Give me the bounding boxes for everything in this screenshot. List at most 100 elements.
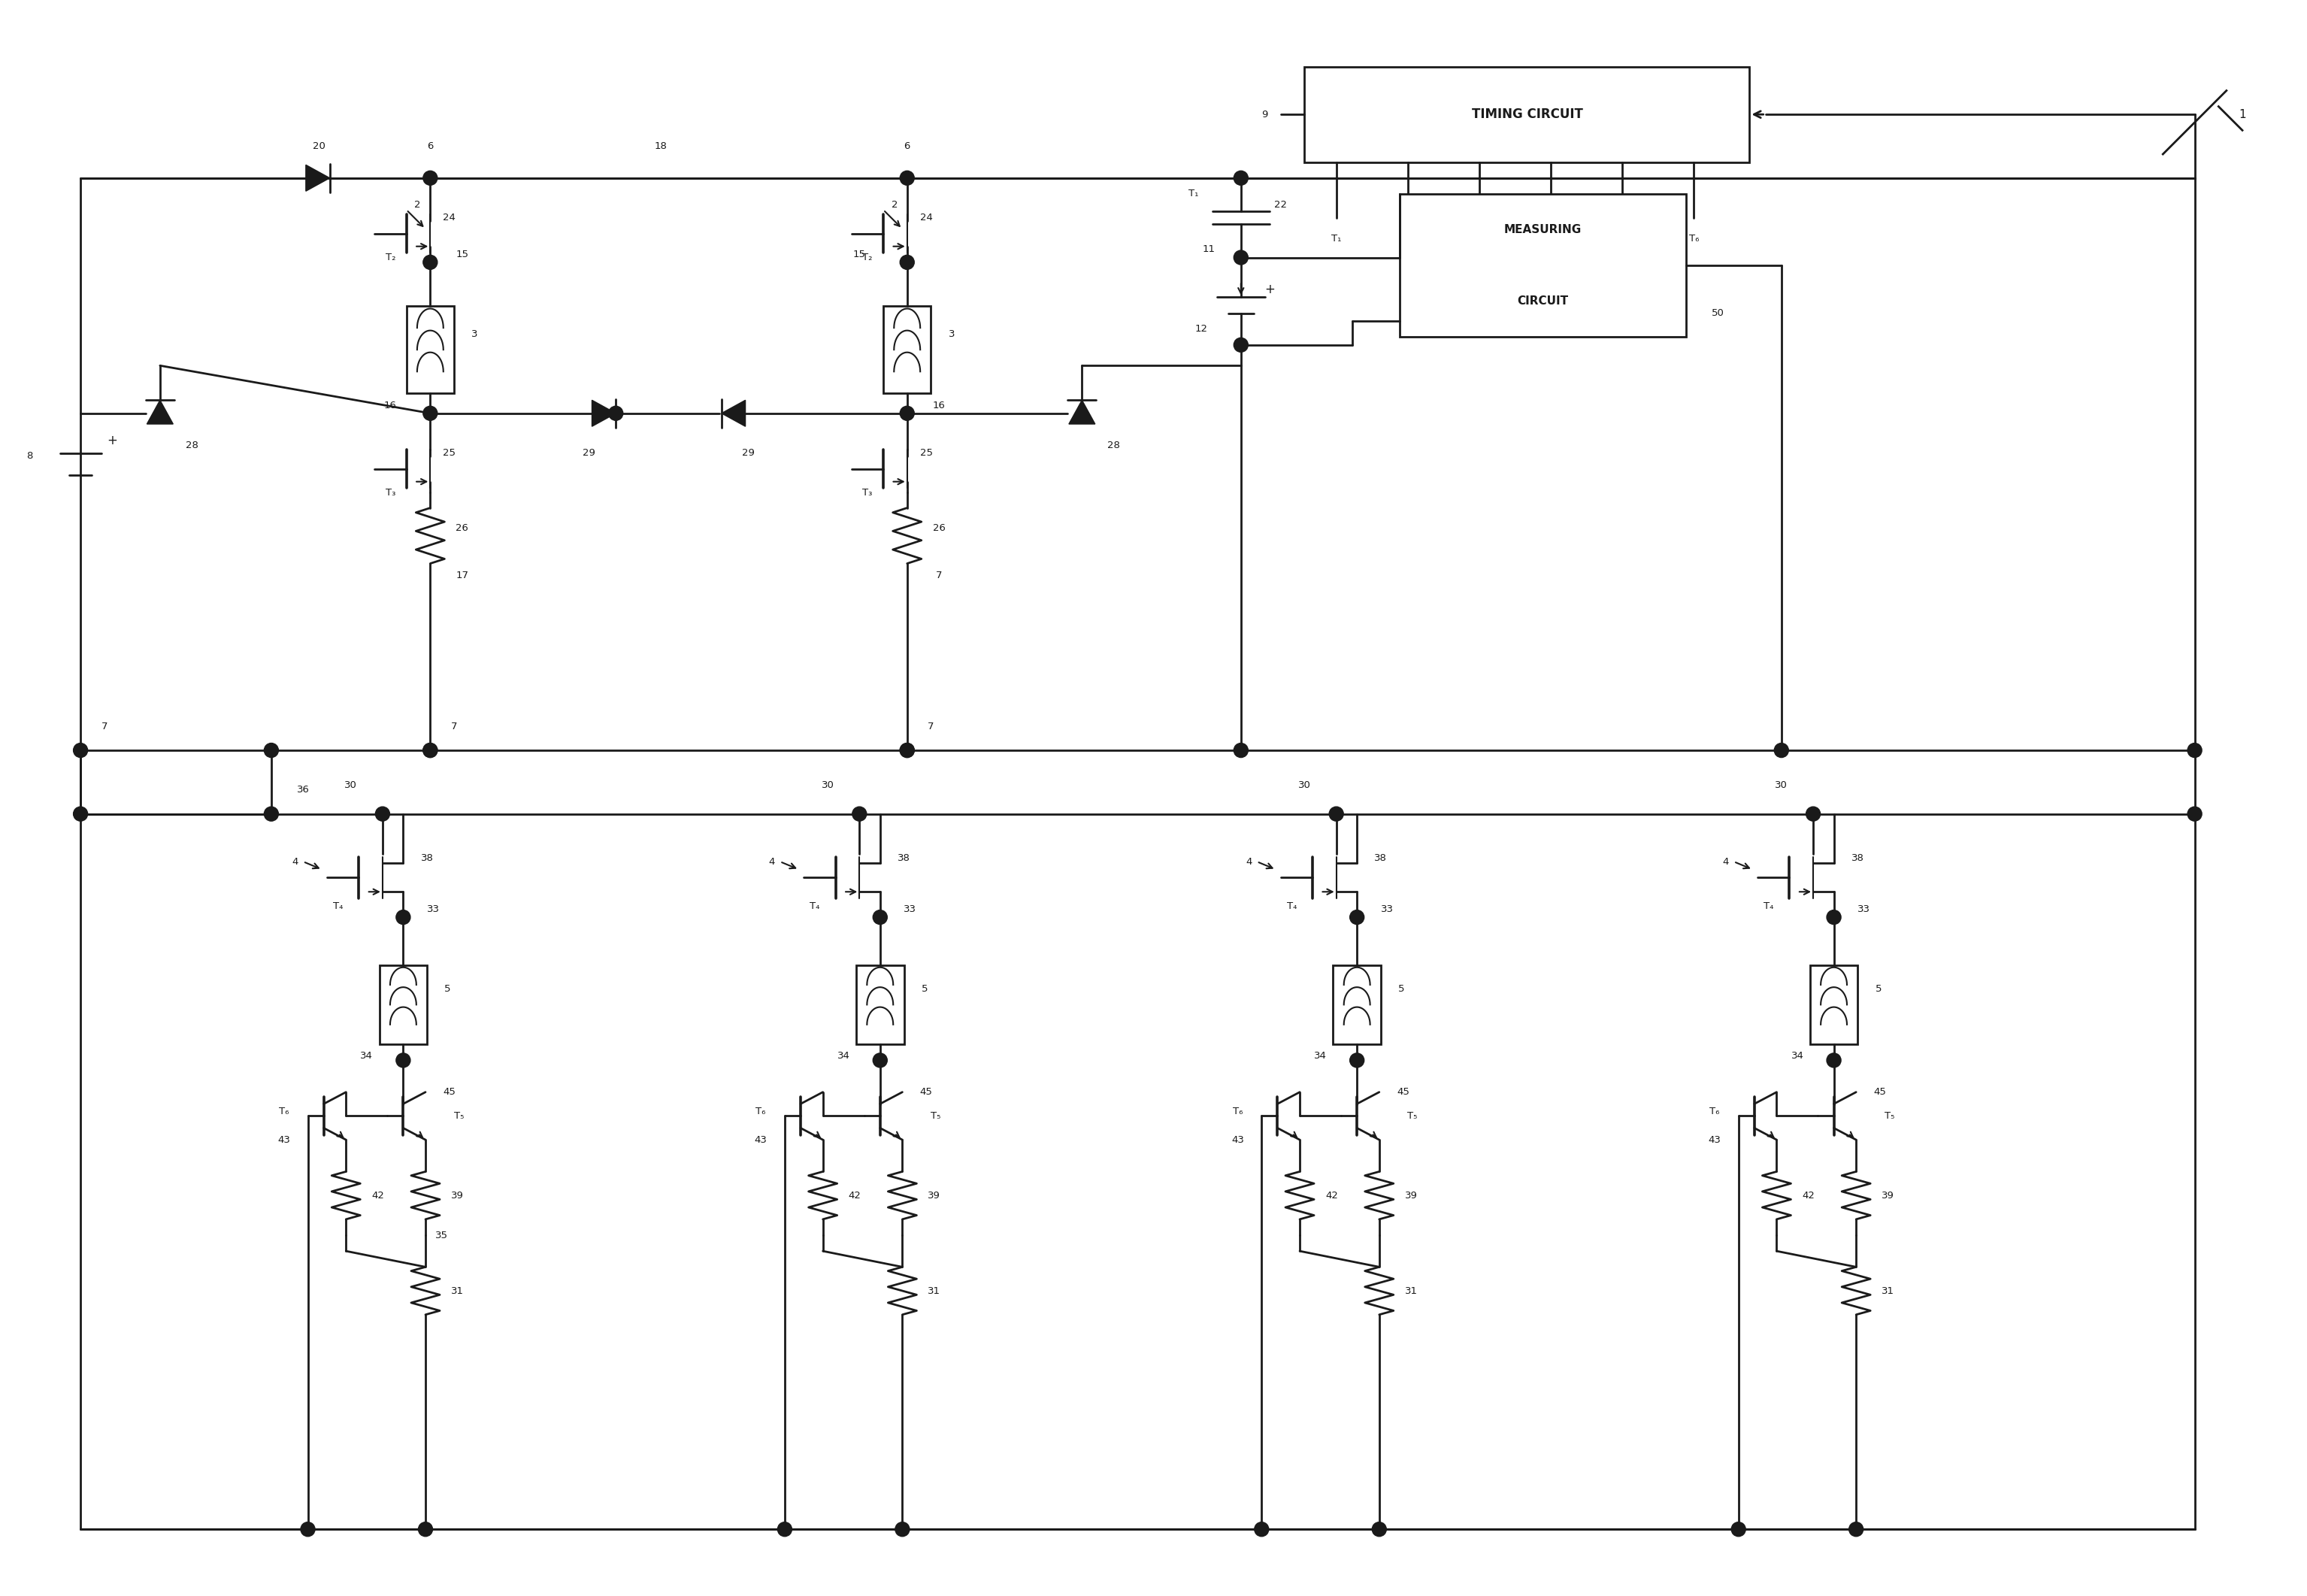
Text: 43: 43: [1707, 1135, 1721, 1144]
Bar: [856, 966, 904, 1044]
Text: 8: 8: [25, 452, 32, 461]
Circle shape: [777, 1523, 791, 1537]
Text: 26: 26: [932, 523, 946, 533]
Text: 50: 50: [1712, 308, 1723, 318]
Circle shape: [1234, 251, 1248, 265]
Text: 7: 7: [937, 570, 941, 581]
Text: 6: 6: [427, 142, 434, 152]
Text: T₃: T₃: [863, 488, 872, 498]
Circle shape: [1848, 1523, 1864, 1537]
Text: 11: 11: [1202, 244, 1216, 254]
Text: 42: 42: [849, 1191, 861, 1200]
Text: 2: 2: [891, 200, 897, 211]
Text: T₆: T₆: [757, 1106, 766, 1116]
Text: 31: 31: [1405, 1286, 1416, 1296]
Text: T₄: T₄: [810, 902, 819, 911]
Text: 26: 26: [457, 523, 468, 533]
Text: 34: 34: [1790, 1050, 1804, 1060]
Text: 17: 17: [457, 570, 468, 581]
Bar: [406, 306, 454, 394]
Text: 1: 1: [2238, 109, 2247, 120]
Circle shape: [900, 744, 914, 758]
Text: T₄: T₄: [1546, 233, 1555, 243]
Text: 45: 45: [1396, 1087, 1410, 1096]
Text: T₆: T₆: [1232, 1106, 1243, 1116]
Text: T₅: T₅: [1617, 233, 1626, 243]
Text: 5: 5: [1398, 983, 1405, 994]
Text: 38: 38: [897, 854, 911, 863]
Circle shape: [1827, 1053, 1841, 1068]
Text: 4: 4: [293, 857, 298, 867]
Polygon shape: [593, 401, 616, 426]
Text: 3: 3: [471, 329, 478, 338]
Text: 7: 7: [450, 721, 457, 731]
Text: 31: 31: [927, 1286, 941, 1296]
Circle shape: [418, 1523, 434, 1537]
Text: 15: 15: [854, 249, 865, 259]
Text: 24: 24: [443, 212, 457, 222]
Text: 42: 42: [1802, 1191, 1816, 1200]
Text: 9: 9: [1262, 110, 1269, 120]
Bar: [378, 966, 427, 1044]
Text: 22: 22: [1273, 200, 1287, 211]
Text: T₆: T₆: [1709, 1106, 1719, 1116]
Text: 45: 45: [920, 1087, 932, 1096]
Text: 15: 15: [457, 249, 468, 259]
Text: 45: 45: [443, 1087, 457, 1096]
Text: MEASURING: MEASURING: [1504, 223, 1583, 235]
Text: 4: 4: [768, 857, 775, 867]
Text: 39: 39: [927, 1191, 941, 1200]
Circle shape: [1806, 806, 1820, 820]
Circle shape: [422, 255, 438, 270]
Circle shape: [1827, 910, 1841, 924]
Circle shape: [900, 405, 914, 420]
Circle shape: [900, 171, 914, 185]
Text: 31: 31: [450, 1286, 464, 1296]
Text: TIMING CIRCUIT: TIMING CIRCUIT: [1472, 107, 1583, 121]
Circle shape: [422, 744, 438, 758]
Text: T₅: T₅: [454, 1111, 464, 1120]
Circle shape: [1350, 1053, 1363, 1068]
Text: 39: 39: [450, 1191, 464, 1200]
Text: 28: 28: [1107, 440, 1121, 450]
Text: 33: 33: [1857, 905, 1871, 915]
Text: 42: 42: [1324, 1191, 1338, 1200]
Polygon shape: [307, 164, 330, 192]
Text: 29: 29: [743, 448, 754, 458]
Circle shape: [397, 910, 411, 924]
Circle shape: [263, 744, 279, 758]
Text: +: +: [106, 434, 118, 447]
Text: 12: 12: [1195, 324, 1207, 334]
Text: 33: 33: [904, 905, 916, 915]
Circle shape: [422, 171, 438, 185]
Circle shape: [422, 744, 438, 758]
Text: 7: 7: [102, 721, 108, 731]
Text: T₁: T₁: [1331, 233, 1340, 243]
Polygon shape: [1068, 401, 1096, 425]
Text: 43: 43: [277, 1135, 291, 1144]
Text: T₁: T₁: [1188, 188, 1197, 200]
Bar: [1303, 67, 1749, 163]
Text: 18: 18: [655, 142, 667, 152]
Text: 43: 43: [754, 1135, 768, 1144]
Text: 36: 36: [298, 785, 309, 795]
Circle shape: [74, 806, 88, 820]
Circle shape: [1234, 338, 1248, 353]
Text: 2: 2: [415, 200, 420, 211]
Text: 30: 30: [1774, 780, 1788, 790]
Text: 45: 45: [1873, 1087, 1887, 1096]
Text: T₂: T₂: [385, 252, 394, 262]
Text: 31: 31: [1883, 1286, 1894, 1296]
Text: 43: 43: [1232, 1135, 1243, 1144]
Text: 38: 38: [1850, 854, 1864, 863]
Bar: [1400, 193, 1686, 337]
Circle shape: [422, 405, 438, 420]
Circle shape: [1774, 744, 1788, 758]
Text: 25: 25: [443, 448, 457, 458]
Text: 16: 16: [932, 401, 946, 410]
Bar: [884, 306, 932, 394]
Text: 34: 34: [360, 1050, 374, 1060]
Circle shape: [1255, 1523, 1269, 1537]
Circle shape: [263, 806, 279, 820]
Bar: [1333, 966, 1382, 1044]
